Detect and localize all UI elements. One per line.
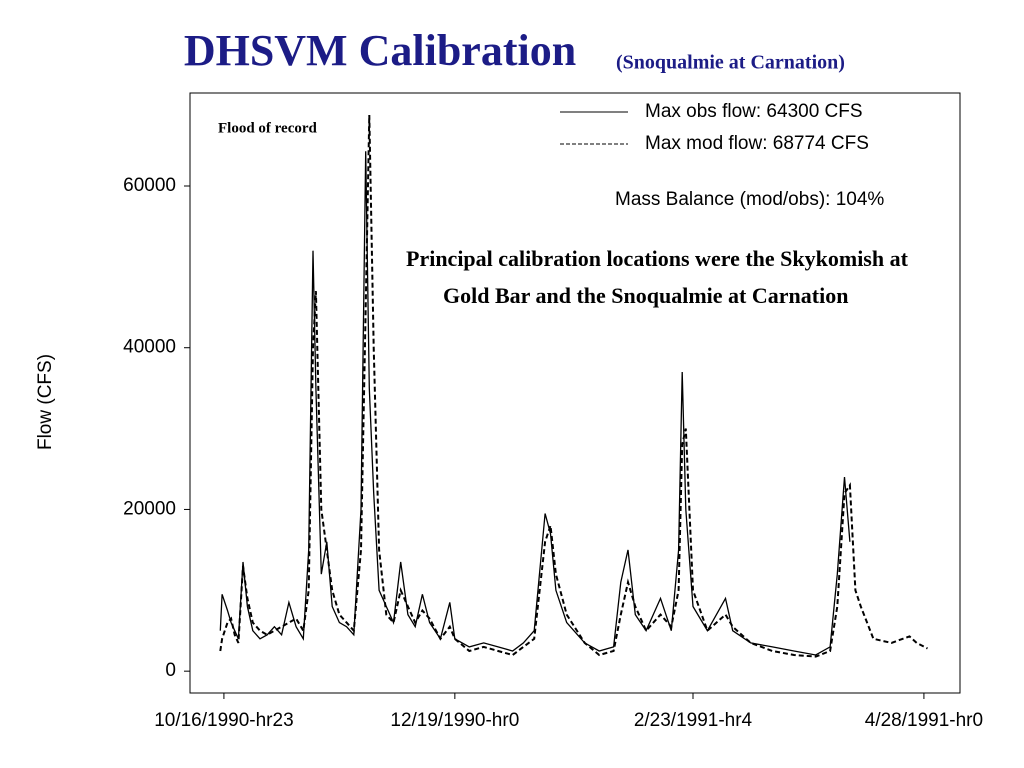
x-tick-label: 12/19/1990-hr0 (390, 710, 519, 731)
y-tick-label: 20000 (123, 498, 176, 519)
series-line (219, 114, 928, 658)
legend-label: Max mod flow: 68774 CFS (645, 133, 869, 154)
x-tick-label: 2/23/1991-hr4 (634, 710, 753, 731)
series-line (219, 151, 851, 656)
x-tick-label: 10/16/1990-hr23 (154, 710, 293, 731)
y-tick-label: 0 (165, 660, 176, 681)
note-text: Principal calibration locations were the… (406, 246, 908, 308)
annotation: Mass Balance (mod/obs): 104% (615, 189, 884, 210)
chart-subtitle: (Snoqualmie at Carnation) (616, 52, 845, 74)
y-tick-label: 40000 (123, 337, 176, 358)
y-tick-label: 60000 (123, 175, 176, 196)
y-axis-label: Flow (CFS) (35, 354, 56, 450)
x-tick-label: 4/28/1991-hr0 (865, 710, 983, 731)
chart-title: DHSVM Calibration (184, 26, 576, 75)
plot-frame (189, 92, 961, 694)
annotation: Flood of record (218, 120, 318, 136)
legend-label: Max obs flow: 64300 CFS (645, 101, 863, 122)
